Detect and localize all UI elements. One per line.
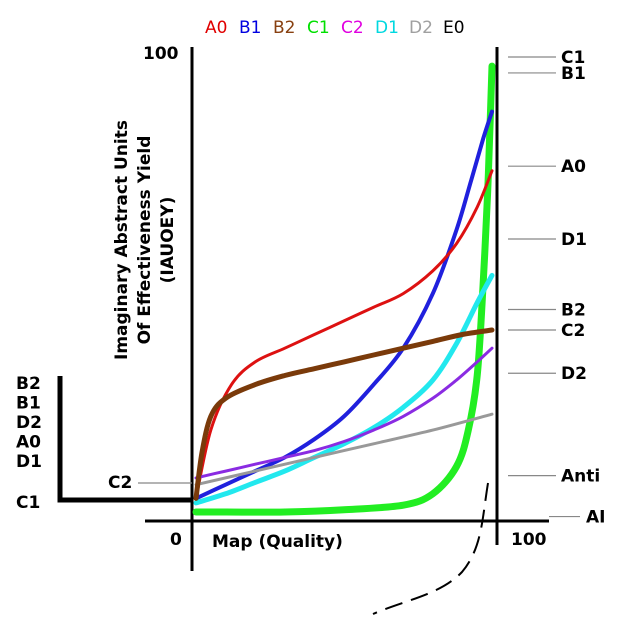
legend-item-b2: B2 (273, 18, 295, 38)
left-label-d2: D2 (16, 413, 42, 433)
ai-projection-dashed-curve (372, 482, 489, 615)
legend-item-d1: D1 (375, 18, 399, 38)
x-axis-title: Map (Quality) (212, 532, 343, 552)
series-line-b2 (193, 327, 495, 501)
legend-item-d2: D2 (409, 18, 433, 38)
left-label-d1: D1 (16, 452, 42, 472)
left-c2-label: C2 (108, 473, 132, 493)
legend-item-b1: B1 (239, 18, 261, 38)
right-label-b1: B1 (561, 64, 586, 84)
left-label-a0: A0 (16, 433, 41, 453)
legend-item-a0: A0 (205, 18, 227, 38)
y-axis-title-line-1: Imaginary Abstract Units (112, 120, 132, 360)
left-label-b2: B2 (16, 374, 41, 394)
right-label-d2: D2 (561, 364, 587, 384)
series-group (192, 62, 496, 516)
right-label-d1: D1 (561, 230, 587, 250)
right-label-b2: B2 (561, 301, 586, 321)
y-axis-title-line-3: (IAUOEY) (158, 197, 178, 284)
series-line-c1 (192, 62, 496, 516)
y-axis-title-line-2: Of Effectiveness Yield (135, 136, 155, 345)
left-label-b1: B1 (16, 394, 41, 414)
right-label-a0: A0 (561, 157, 586, 177)
x-tick-start: 0 (170, 530, 182, 550)
legend-item-e0: E0 (443, 18, 465, 38)
series-line-a0 (194, 169, 494, 500)
left-c1-label: C1 (16, 493, 40, 513)
right-label-c2: C2 (561, 321, 585, 341)
right-label-c1: C1 (561, 48, 585, 68)
y-tick-top: 100 (143, 44, 179, 64)
series-line-d2 (194, 412, 494, 487)
y-axis-title: Imaginary Abstract Units Of Effectiveness… (112, 120, 178, 360)
legend: A0 B1 B2 C1 C2 D1 D2 E0 (205, 18, 465, 38)
right-label-ai: AI (586, 508, 605, 528)
right-label-anti: Anti (561, 467, 600, 487)
legend-item-c2: C2 (341, 18, 364, 38)
left-step-line (57, 376, 192, 503)
legend-item-c1: C1 (307, 18, 330, 38)
x-tick-end: 100 (511, 530, 547, 550)
series-line-c2 (194, 346, 494, 480)
